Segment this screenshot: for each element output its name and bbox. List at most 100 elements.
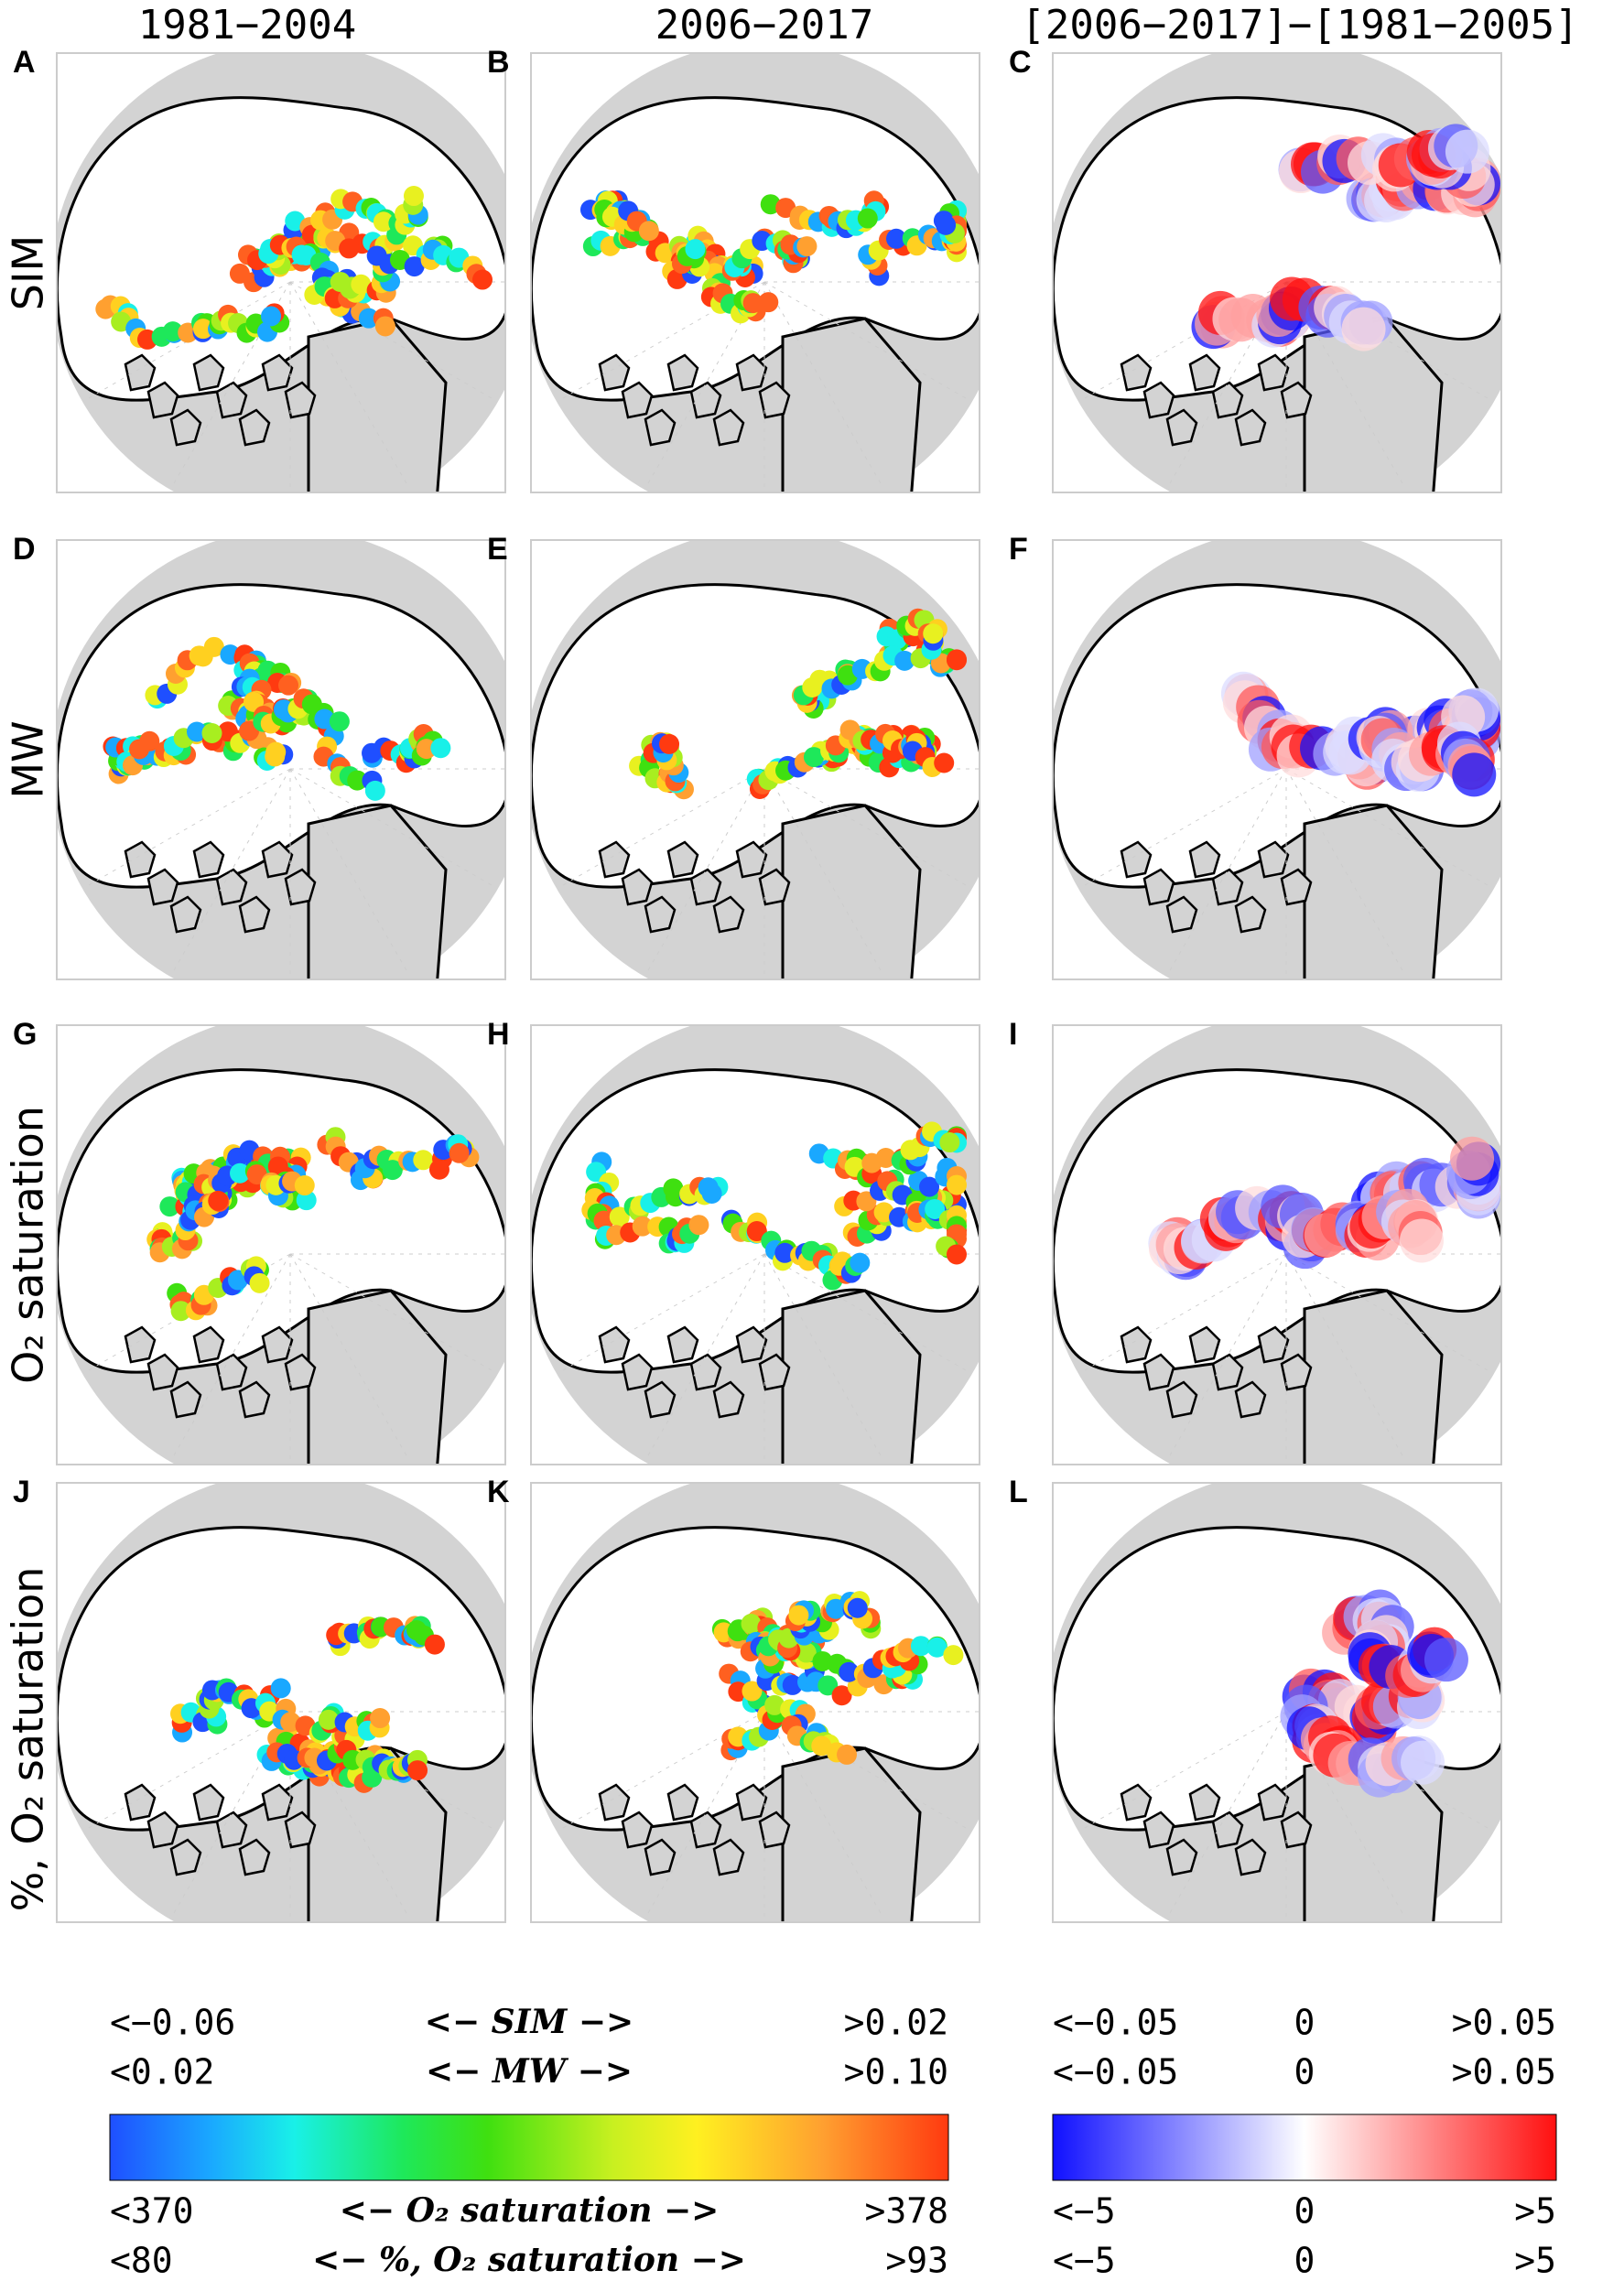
observation-dot bbox=[318, 1709, 339, 1730]
observation-dot bbox=[947, 1174, 967, 1195]
colorbar-label: >93 bbox=[885, 2241, 948, 2281]
observation-dot bbox=[632, 1216, 653, 1237]
graticule bbox=[289, 281, 410, 489]
observation-dot bbox=[875, 1147, 896, 1168]
island bbox=[192, 840, 225, 879]
island bbox=[238, 1380, 271, 1419]
island bbox=[1257, 1325, 1290, 1364]
island bbox=[621, 1353, 654, 1391]
observation-dot bbox=[659, 733, 680, 754]
observation-dot bbox=[857, 208, 878, 229]
panel-frame bbox=[530, 1482, 980, 1923]
island bbox=[644, 408, 677, 447]
panel-frame bbox=[530, 539, 980, 980]
observation-dot bbox=[847, 1597, 868, 1618]
colorbar-label: <80 bbox=[110, 2241, 173, 2281]
island bbox=[735, 1325, 768, 1364]
observation-dot bbox=[472, 269, 493, 290]
island bbox=[1234, 895, 1267, 934]
panel-letter: A bbox=[13, 45, 36, 80]
island bbox=[1211, 381, 1244, 419]
island bbox=[169, 408, 202, 447]
observation-dot bbox=[170, 1301, 191, 1322]
graticule bbox=[289, 1253, 410, 1461]
observation-dot bbox=[926, 1637, 947, 1658]
difference-blob bbox=[1399, 1218, 1444, 1263]
observation-dot bbox=[934, 752, 955, 773]
graticule bbox=[763, 1253, 884, 1461]
island bbox=[1211, 1811, 1244, 1849]
map-panel bbox=[530, 1024, 980, 1465]
map-content bbox=[1053, 1025, 1501, 1465]
island bbox=[169, 1838, 202, 1876]
observation-dot bbox=[294, 1175, 315, 1196]
panel-frame bbox=[1052, 539, 1502, 980]
colorbar-label: >5 bbox=[1514, 2241, 1556, 2281]
graticule bbox=[289, 768, 497, 889]
observation-dot bbox=[593, 1210, 614, 1231]
colorbar-label: >378 bbox=[864, 2191, 948, 2232]
island bbox=[735, 353, 768, 392]
island bbox=[598, 353, 631, 392]
graticule bbox=[763, 281, 884, 489]
island bbox=[146, 1353, 179, 1391]
graticule bbox=[558, 768, 765, 889]
map-content bbox=[531, 540, 980, 979]
island bbox=[124, 840, 157, 879]
observation-dot bbox=[663, 1178, 684, 1199]
observation-dot bbox=[850, 1252, 871, 1273]
observation-dot bbox=[688, 1215, 709, 1236]
map-panel bbox=[56, 1024, 506, 1465]
graticule bbox=[1166, 1711, 1287, 1919]
graticule bbox=[83, 768, 291, 889]
graticule bbox=[1285, 768, 1406, 976]
island bbox=[689, 1353, 722, 1391]
graticule bbox=[763, 1711, 884, 1919]
island bbox=[169, 895, 202, 934]
observation-dot bbox=[358, 308, 379, 329]
graticule bbox=[763, 768, 971, 889]
observation-dot bbox=[758, 292, 779, 313]
island bbox=[689, 381, 722, 419]
island bbox=[192, 353, 225, 392]
observation-dot bbox=[249, 1272, 270, 1293]
panel-letter: H bbox=[487, 1017, 510, 1052]
observation-dot bbox=[742, 1681, 763, 1702]
colorbar-label: <− %, O₂ saturation −> bbox=[312, 2241, 746, 2279]
observation-dot bbox=[925, 1198, 946, 1219]
island bbox=[712, 1380, 745, 1419]
observation-dot bbox=[404, 256, 425, 277]
difference-blob bbox=[1401, 1740, 1445, 1785]
graticule bbox=[1079, 1711, 1287, 1832]
colorbar-label: <−0.06 bbox=[110, 2003, 235, 2043]
graticule bbox=[289, 1253, 497, 1374]
island bbox=[1257, 840, 1290, 879]
observation-dot bbox=[894, 650, 915, 671]
ocean bbox=[531, 583, 980, 889]
graticule bbox=[558, 1253, 765, 1374]
column-title: 2006−2017 bbox=[655, 2, 873, 49]
graticule bbox=[644, 768, 765, 976]
observation-dot bbox=[698, 1177, 719, 1198]
map-panel bbox=[530, 52, 980, 493]
map-panel bbox=[1052, 1482, 1502, 1923]
island bbox=[712, 895, 745, 934]
island bbox=[1234, 408, 1267, 447]
panel-frame bbox=[56, 539, 506, 980]
panel-frame bbox=[1052, 1482, 1502, 1923]
island bbox=[598, 1783, 631, 1822]
map-content bbox=[57, 1483, 505, 1922]
island bbox=[169, 1380, 202, 1419]
observation-dot bbox=[760, 194, 781, 215]
observation-dot bbox=[278, 675, 299, 696]
panel-frame bbox=[1052, 52, 1502, 493]
difference-blob bbox=[1424, 1638, 1468, 1682]
map-panel bbox=[1052, 52, 1502, 493]
colorbar-label: <− O₂ saturation −> bbox=[340, 2191, 720, 2230]
island bbox=[261, 840, 294, 879]
island bbox=[215, 1811, 248, 1849]
observation-dot bbox=[943, 1645, 964, 1666]
graticule bbox=[763, 768, 884, 976]
colorbar-label: 0 bbox=[1294, 2052, 1315, 2092]
